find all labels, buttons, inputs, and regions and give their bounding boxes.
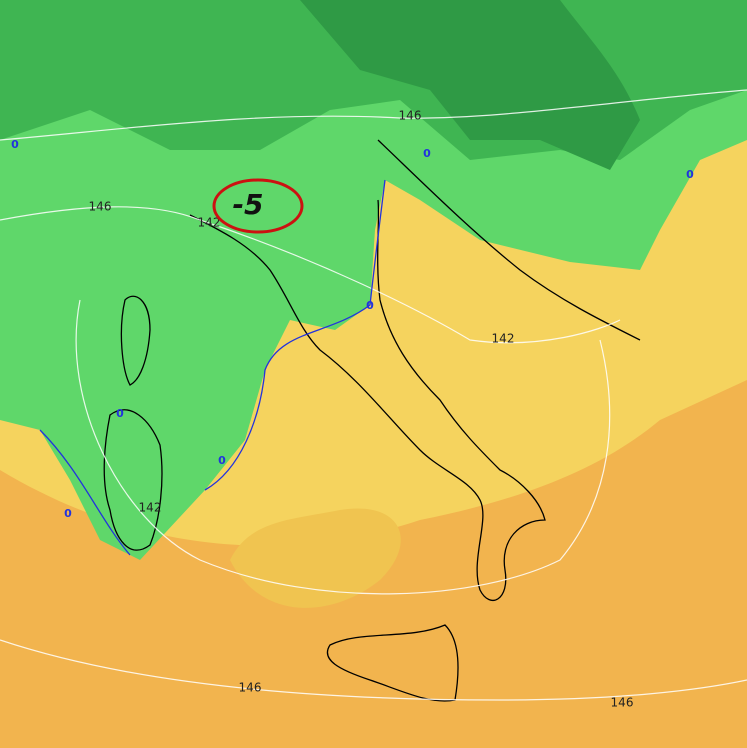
contour-label: 146: [611, 696, 634, 710]
zero-label: 0: [686, 168, 694, 181]
contour-label: 146: [399, 109, 422, 123]
isohypse: [0, 89, 747, 701]
highlight-ellipse: [212, 178, 304, 234]
zero-isotherm: [39, 179, 386, 556]
contour-label: 146: [89, 200, 112, 214]
zero-label: 0: [116, 407, 124, 420]
contour-label: 142: [492, 332, 515, 346]
contour-label: 142: [139, 501, 162, 515]
coastline: [103, 139, 641, 702]
zero-label: 0: [64, 507, 72, 520]
zero-label: 0: [366, 299, 374, 312]
annotation: -5: [232, 188, 263, 221]
zero-label: 0: [11, 138, 19, 151]
warm-patch: [230, 508, 401, 608]
zero-label: 0: [423, 147, 431, 160]
contour-label: 142: [198, 216, 221, 230]
zero-label: 0: [218, 454, 226, 467]
mountains: [300, 0, 640, 170]
contour-label: 146: [239, 681, 262, 695]
